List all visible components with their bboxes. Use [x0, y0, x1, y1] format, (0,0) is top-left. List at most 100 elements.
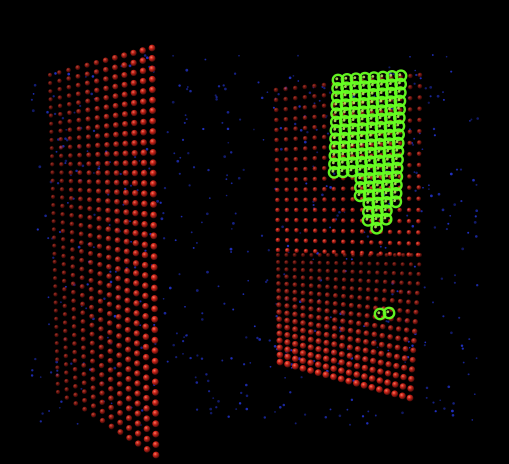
red-sphere	[125, 375, 132, 383]
blue-point	[52, 95, 55, 98]
red-sphere	[86, 152, 92, 158]
green-ring-highlight	[379, 99, 383, 103]
red-sphere	[67, 127, 73, 133]
red-sphere	[322, 249, 328, 254]
red-sphere	[283, 106, 289, 112]
green-ring-highlight	[383, 208, 387, 212]
red-sphere	[299, 349, 307, 357]
blue-point	[429, 95, 432, 98]
green-ring	[394, 69, 408, 83]
red-sphere	[105, 235, 112, 242]
blue-point	[174, 239, 177, 242]
blue-point	[427, 101, 430, 104]
red-sphere	[152, 409, 160, 417]
red-sphere	[293, 116, 298, 121]
red-sphere	[98, 353, 105, 360]
red-sphere	[284, 346, 291, 353]
red-sphere	[143, 425, 151, 433]
red-sphere	[284, 207, 290, 213]
green-ring-highlight	[351, 126, 355, 130]
blue-point	[428, 184, 430, 187]
blue-point	[86, 283, 89, 286]
red-sphere	[387, 229, 393, 235]
red-sphere	[396, 317, 402, 323]
red-sphere	[276, 274, 281, 279]
blue-point	[79, 104, 82, 108]
red-sphere	[58, 111, 63, 117]
green-ring-highlight	[394, 165, 398, 169]
red-sphere	[407, 151, 412, 157]
red-sphere	[81, 354, 87, 360]
red-sphere	[125, 356, 132, 363]
red-sphere	[395, 335, 401, 342]
red-sphere	[317, 253, 322, 257]
red-sphere	[133, 290, 140, 297]
blue-point	[46, 110, 49, 114]
red-sphere	[341, 218, 346, 223]
red-sphere	[132, 230, 139, 237]
red-sphere	[78, 214, 84, 219]
blue-point	[61, 116, 65, 120]
green-ring	[356, 113, 370, 127]
green-ring	[357, 88, 371, 102]
red-sphere	[359, 240, 365, 245]
red-sphere	[141, 210, 148, 218]
red-sphere	[323, 347, 330, 354]
green-ring-highlight	[366, 184, 370, 188]
blue-point	[30, 374, 34, 377]
red-sphere	[149, 159, 157, 167]
blue-point	[159, 201, 162, 204]
green-ring-highlight	[377, 141, 381, 145]
blue-point	[171, 100, 175, 104]
red-sphere	[283, 96, 289, 102]
red-sphere	[383, 270, 388, 276]
green-ring-highlight	[383, 216, 387, 220]
red-sphere	[152, 430, 160, 438]
red-sphere	[350, 239, 356, 245]
red-sphere	[151, 295, 158, 302]
blue-point	[124, 187, 127, 190]
red-sphere	[131, 109, 138, 117]
red-sphere	[149, 169, 157, 177]
red-sphere	[68, 170, 74, 176]
blue-point	[215, 406, 218, 409]
red-sphere	[399, 280, 404, 286]
red-sphere	[378, 341, 385, 348]
red-sphere	[308, 298, 314, 304]
red-sphere	[132, 260, 140, 267]
blue-point	[237, 176, 241, 180]
green-ring	[362, 188, 376, 202]
red-sphere	[81, 371, 87, 377]
red-sphere	[312, 104, 317, 109]
red-sphere	[376, 386, 383, 393]
red-sphere	[52, 243, 57, 248]
green-ring	[330, 90, 344, 104]
blue-point	[183, 336, 186, 339]
red-sphere	[88, 277, 94, 283]
green-ring	[338, 123, 352, 137]
red-sphere	[391, 381, 399, 388]
red-sphere	[315, 330, 322, 337]
red-sphere	[54, 349, 60, 354]
red-sphere	[90, 358, 96, 364]
red-sphere	[150, 222, 158, 229]
red-sphere	[416, 230, 421, 235]
red-sphere	[150, 274, 158, 281]
red-sphere	[308, 313, 314, 320]
blue-point	[468, 338, 471, 341]
red-sphere	[130, 89, 138, 97]
red-sphere	[115, 323, 122, 330]
red-sphere	[121, 111, 129, 118]
red-sphere	[47, 72, 53, 78]
blue-point	[414, 69, 417, 72]
red-sphere	[151, 326, 159, 334]
green-ring-highlight	[376, 158, 380, 162]
red-sphere	[403, 336, 409, 343]
red-sphere	[115, 313, 122, 320]
red-sphere	[76, 117, 82, 123]
green-ring	[348, 89, 362, 103]
red-sphere	[399, 383, 407, 390]
blue-point	[269, 365, 272, 368]
red-sphere	[140, 98, 147, 105]
red-sphere	[373, 296, 379, 302]
